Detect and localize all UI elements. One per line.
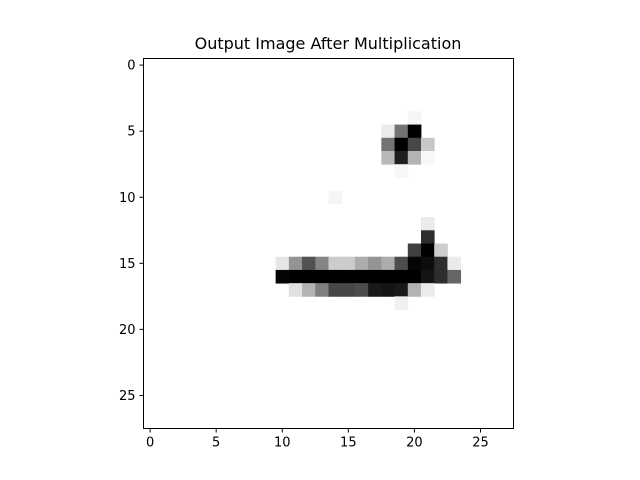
- heatmap-cell-14: [421, 217, 435, 231]
- chart-title: Output Image After Multiplication: [195, 34, 462, 53]
- x-tick-label-5: 25: [472, 436, 489, 451]
- x-tick-label-0: 0: [146, 436, 154, 451]
- heatmap-cell-39: [354, 269, 369, 284]
- x-tick-label-2: 10: [274, 436, 291, 451]
- x-axis: 0 5 10 15 20 25: [146, 428, 489, 451]
- y-tick-label-5: 25: [119, 389, 136, 404]
- heatmap-cell-7: [421, 137, 435, 152]
- heatmap-cell-12: [394, 164, 409, 178]
- heatmap-cell-55: [394, 283, 409, 297]
- heatmap-cell-46: [447, 269, 462, 284]
- heatmap-cells: [275, 111, 462, 310]
- axes-frame: [143, 58, 514, 429]
- heatmap-cell-10: [407, 151, 422, 165]
- heatmap-cell-49: [315, 283, 329, 297]
- heatmap-cell-41: [381, 269, 395, 284]
- heatmap-cell-48: [302, 283, 316, 297]
- heatmap-cell-30: [421, 256, 435, 271]
- heatmap-cell-52: [354, 283, 369, 297]
- heatmap-cell-26: [368, 256, 382, 271]
- heatmap-cell-47: [288, 283, 303, 297]
- heatmap-cell-24: [341, 256, 356, 271]
- heatmap-cell-3: [407, 124, 422, 139]
- y-tick-label-3: 15: [119, 257, 136, 272]
- heatmap-cell-13: [328, 190, 343, 205]
- heatmap-cell-54: [381, 283, 395, 297]
- heatmap-cell-45: [434, 269, 448, 284]
- heatmap-cell-50: [328, 283, 343, 297]
- heatmap-cell-11: [421, 151, 435, 165]
- heatmap-cell-8: [381, 151, 395, 165]
- heatmap-cell-29: [407, 256, 422, 271]
- heatmap-cell-27: [381, 256, 395, 271]
- heatmap-cell-36: [315, 269, 329, 284]
- heatmap-cell-56: [407, 283, 422, 297]
- heatmap-cell-21: [302, 256, 316, 271]
- heatmap-cell-1: [381, 124, 395, 139]
- heatmap-cell-58: [394, 296, 409, 310]
- heatmap-cell-43: [407, 269, 422, 284]
- heatmap-cell-32: [447, 256, 462, 271]
- heatmap-cell-23: [328, 256, 343, 271]
- y-tick-label-2: 10: [119, 191, 136, 206]
- heatmap-cell-17: [421, 243, 435, 258]
- heatmap-cell-2: [394, 124, 409, 139]
- heatmap-cell-38: [341, 269, 356, 284]
- heatmap-cell-28: [394, 256, 409, 271]
- y-axis: 0 5 10 15 20 25: [119, 59, 144, 404]
- heatmap-cell-16: [407, 243, 422, 258]
- heatmap-cell-20: [288, 256, 303, 271]
- heatmap-cell-5: [394, 137, 409, 152]
- heatmap-cell-37: [328, 269, 343, 284]
- x-tick-label-4: 20: [406, 436, 423, 451]
- heatmap-cell-40: [368, 269, 382, 284]
- heatmap-cell-31: [434, 256, 448, 271]
- x-tick-label-1: 5: [212, 436, 220, 451]
- heatmap-cell-57: [421, 283, 435, 297]
- heatmap-cell-9: [394, 151, 409, 165]
- heatmap-cell-4: [381, 137, 395, 152]
- heatmap-cell-15: [421, 230, 435, 244]
- heatmap-cell-42: [394, 269, 409, 284]
- heatmap-cell-53: [368, 283, 382, 297]
- heatmap-cell-44: [421, 269, 435, 284]
- heatmap-cell-25: [354, 256, 369, 271]
- x-tick-label-3: 15: [340, 436, 357, 451]
- heatmap-cell-0: [407, 111, 422, 125]
- y-tick-label-4: 20: [119, 323, 136, 338]
- heatmap-cell-34: [288, 269, 303, 284]
- heatmap-cell-19: [275, 256, 290, 271]
- y-tick-label-1: 5: [127, 125, 135, 140]
- y-tick-label-0: 0: [127, 59, 135, 74]
- heatmap-cell-35: [302, 269, 316, 284]
- heatmap-cell-18: [434, 243, 448, 258]
- heatmap-cell-51: [341, 283, 356, 297]
- heatmap-cell-22: [315, 256, 329, 271]
- heatmap-cell-33: [275, 269, 290, 284]
- heatmap-cell-6: [407, 137, 422, 152]
